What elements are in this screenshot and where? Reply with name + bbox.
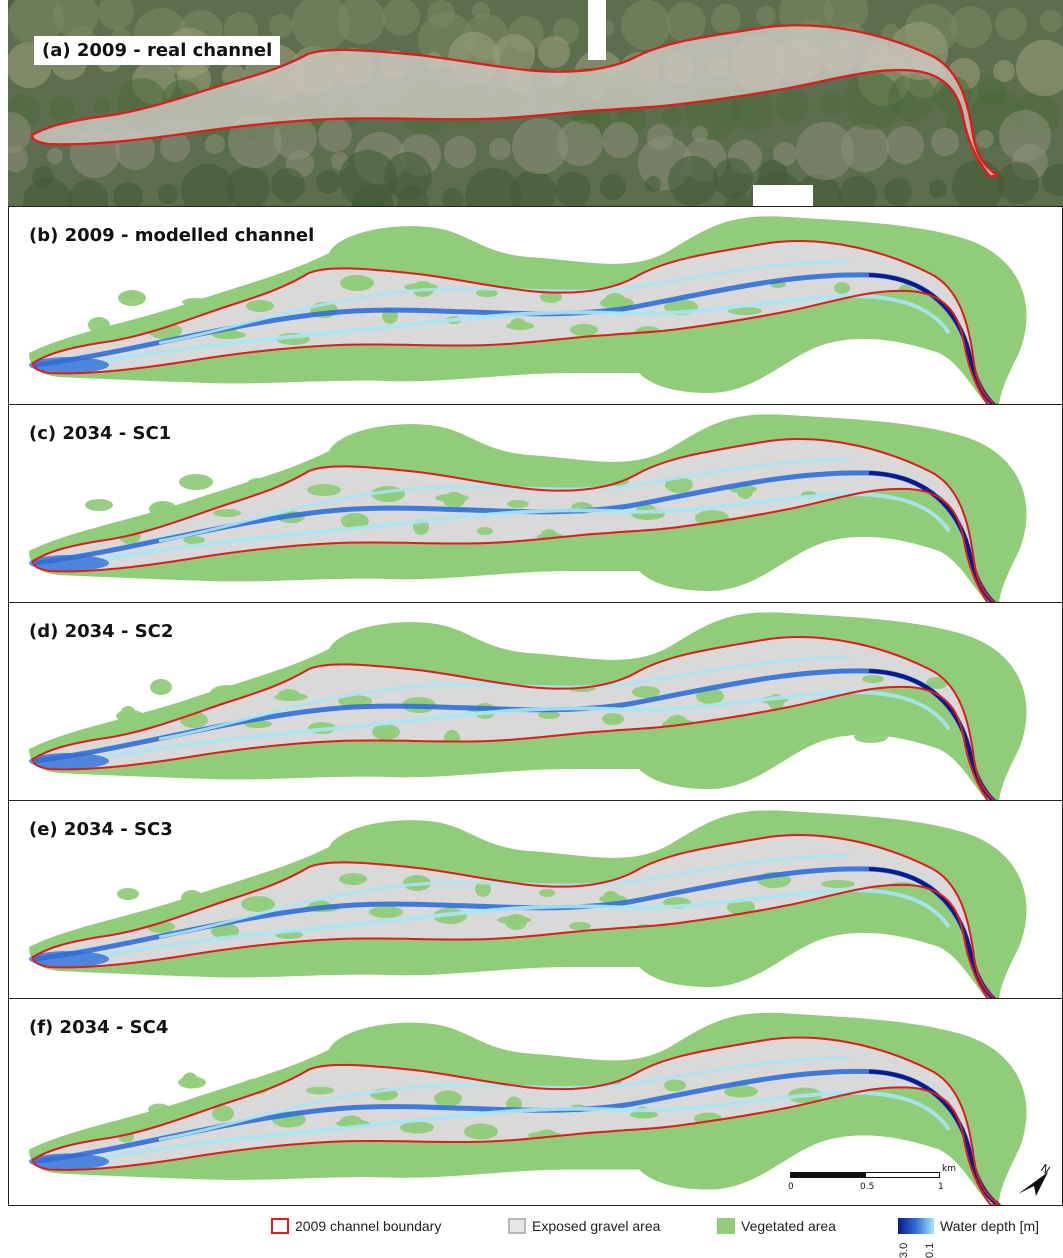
water-depth-ramp-icon: [898, 1218, 934, 1234]
scale-tick-05: 0.5: [860, 1182, 875, 1192]
panel-e-label: (e) 2034 - SC3: [29, 819, 173, 840]
model-map-d: [29, 612, 1027, 800]
ramp-max-label: 3.0: [898, 1242, 910, 1258]
legend-water-depth-label: Water depth [m]: [940, 1218, 1040, 1234]
panel-c-label: (c) 2034 - SC1: [29, 423, 172, 444]
model-map-b: [29, 216, 1027, 404]
legend-boundary-label: 2009 channel boundary: [295, 1218, 442, 1234]
panel-a: (a) 2009 - real channel: [8, 0, 1063, 206]
panel-c: (c) 2034 - SC1: [8, 404, 1063, 603]
ramp-min-label: 0.1: [924, 1242, 936, 1258]
panel-f-label: (f) 2034 - SC4: [29, 1017, 169, 1038]
legend-gravel-label: Exposed gravel area: [532, 1218, 661, 1234]
aerial-image: [8, 0, 1063, 206]
scale-tick-1: 1: [938, 1182, 944, 1192]
model-map-c: [29, 414, 1027, 602]
scale-unit: km: [942, 1164, 956, 1174]
legend-boundary: 2009 channel boundary: [271, 1218, 441, 1234]
panel-b-label: (b) 2009 - modelled channel: [29, 225, 315, 246]
scale-tick-0: 0: [788, 1182, 794, 1192]
gravel-swatch-icon: [508, 1218, 526, 1234]
north-label: N: [1038, 1162, 1052, 1177]
legend-gravel: Exposed gravel area: [508, 1218, 660, 1234]
panel-f: (f) 2034 - SC4: [8, 998, 1063, 1206]
vegetation-swatch-icon: [717, 1218, 735, 1234]
boundary-swatch-icon: [271, 1218, 289, 1234]
model-map-f: [29, 1012, 1027, 1205]
model-map-e: [29, 810, 1027, 998]
legend-water-depth: Water depth [m]: [898, 1218, 1039, 1234]
panel-e: (e) 2034 - SC3: [8, 800, 1063, 999]
legend: 2009 channel boundary Exposed gravel are…: [0, 1208, 1063, 1258]
north-arrow-icon: N: [1014, 1160, 1054, 1204]
scale-bar: 0 0.5 1 km: [788, 1164, 1000, 1200]
panel-b: (b) 2009 - modelled channel: [8, 206, 1063, 405]
panel-d-label: (d) 2034 - SC2: [29, 621, 174, 642]
legend-vegetated: Vegetated area: [717, 1218, 836, 1234]
panel-d: (d) 2034 - SC2: [8, 602, 1063, 801]
legend-vegetated-label: Vegetated area: [741, 1218, 836, 1234]
panel-a-label: (a) 2009 - real channel: [34, 36, 281, 65]
